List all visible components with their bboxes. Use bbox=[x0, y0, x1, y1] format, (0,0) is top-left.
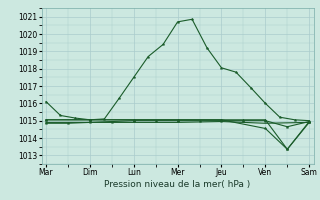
X-axis label: Pression niveau de la mer( hPa ): Pression niveau de la mer( hPa ) bbox=[104, 180, 251, 189]
